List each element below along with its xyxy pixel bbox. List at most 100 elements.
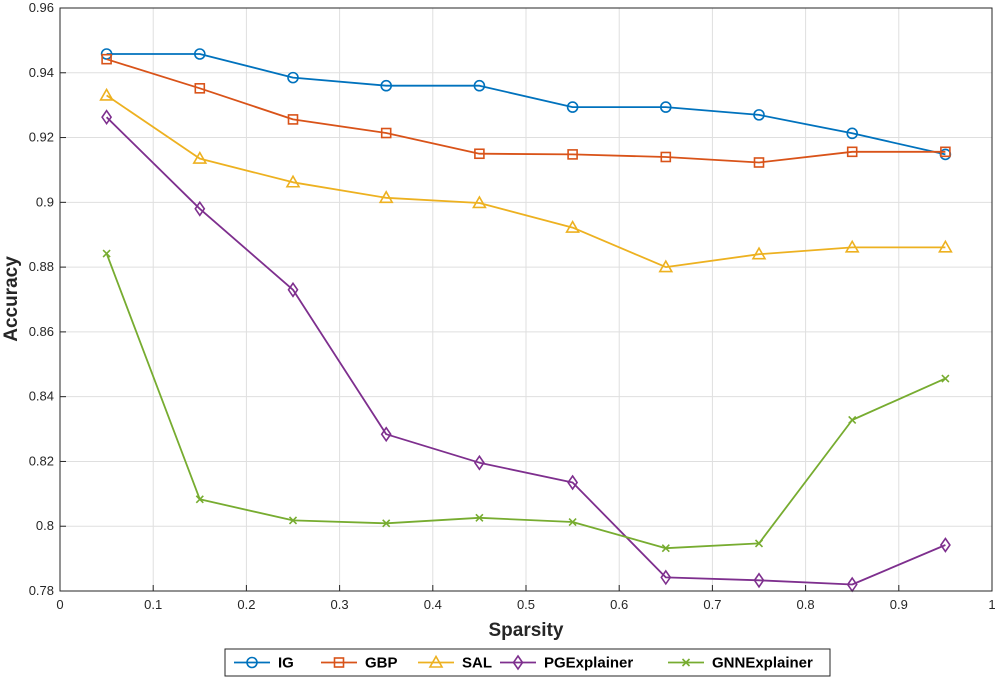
- series-line-pgexplainer: [105, 116, 946, 586]
- legend-marker-ig: [246, 656, 258, 669]
- data-point-ig: [287, 71, 299, 84]
- data-point-pgexplainer: [473, 454, 485, 471]
- data-point-pgexplainer: [194, 200, 206, 217]
- data-point-pgexplainer: [753, 572, 765, 589]
- data-point-ig: [473, 79, 486, 92]
- data-point-gbp: [194, 83, 206, 94]
- data-point-gbp: [287, 114, 299, 125]
- data-point-ig: [659, 101, 672, 113]
- series-line-ig: [106, 53, 946, 156]
- data-point-ig: [753, 109, 765, 121]
- x-axis-label: Sparsity: [489, 620, 564, 641]
- legend-marker-gbp: [333, 657, 345, 668]
- grid: [59, 7, 993, 592]
- data-point-gnnexplainer: [848, 415, 857, 425]
- data-point-gbp: [846, 146, 858, 158]
- legend-item-ig: IG: [234, 655, 294, 672]
- data-point-gbp: [660, 151, 672, 163]
- y-tick-label: 0.92: [29, 130, 54, 145]
- data-point-pgexplainer: [101, 109, 113, 126]
- data-point-gnnexplainer: [475, 513, 484, 522]
- series-sal: [99, 87, 953, 273]
- x-tick-label: 0.4: [424, 597, 442, 612]
- y-tick-label: 0.82: [29, 453, 54, 468]
- data-point-pgexplainer: [567, 474, 579, 491]
- data-point-gnnexplainer: [661, 544, 670, 553]
- data-point-sal: [844, 239, 860, 253]
- data-point-sal: [99, 87, 114, 101]
- data-point-sal: [472, 195, 487, 209]
- data-point-ig: [566, 101, 579, 113]
- legend-label-ig: IG: [278, 655, 294, 672]
- legend-label-gnnexplainer: GNNExplainer: [712, 655, 813, 672]
- data-point-sal: [938, 239, 953, 253]
- data-point-gbp: [474, 148, 485, 160]
- y-axis-label: Accuracy: [1, 256, 22, 342]
- data-point-sal: [658, 259, 674, 273]
- data-point-gnnexplainer: [102, 249, 111, 258]
- legend-item-sal: SAL: [418, 655, 492, 672]
- data-point-gnnexplainer: [382, 519, 391, 528]
- data-point-pgexplainer: [287, 281, 299, 298]
- plot-frame: [59, 7, 993, 592]
- data-point-pgexplainer: [660, 569, 672, 586]
- data-point-sal: [378, 190, 394, 204]
- x-tick-label: 0.5: [517, 597, 535, 612]
- x-tick-label: 0.2: [237, 597, 255, 612]
- legend-item-gnnexplainer: GNNExplainer: [668, 655, 813, 672]
- legend-item-pgexplainer: PGExplainer: [500, 655, 633, 672]
- data-point-ig: [194, 48, 206, 60]
- x-tick-label: 0.1: [144, 597, 162, 612]
- legend-label-pgexplainer: PGExplainer: [544, 655, 633, 672]
- y-tick-label: 0.9: [36, 194, 54, 209]
- series-gbp: [101, 53, 951, 168]
- y-tick-label: 0.8: [36, 518, 54, 533]
- legend-marker-gnnexplainer: [681, 658, 691, 667]
- series-line-sal: [106, 94, 946, 269]
- data-point-sal: [192, 150, 208, 164]
- data-point-gbp: [940, 146, 951, 158]
- data-point-gnnexplainer: [195, 495, 204, 504]
- y-tick-label: 0.86: [29, 324, 54, 339]
- series-group: [99, 48, 953, 593]
- y-tick-label: 0.84: [29, 389, 54, 404]
- legend: IG GBP SAL PGExplainer GNNExplainer: [224, 648, 831, 677]
- x-tick-labels: 0 0.1 0.2 0.3 0.4 0.5 0.6 0.7 0.8 0.9 1: [56, 597, 995, 612]
- legend-marker-sal: [428, 654, 444, 668]
- y-tick-label: 0.88: [29, 259, 54, 274]
- data-point-sal: [751, 246, 767, 260]
- data-point-sal: [285, 174, 301, 188]
- series-line-gbp: [106, 58, 946, 164]
- data-point-pgexplainer: [380, 426, 392, 443]
- series-ig: [100, 48, 952, 161]
- series-line-gnnexplainer: [105, 253, 946, 550]
- data-point-ig: [380, 79, 393, 92]
- series-gnnexplainer: [102, 249, 950, 553]
- series-pgexplainer: [101, 109, 951, 593]
- x-tick-label: 0.8: [797, 597, 815, 612]
- data-point-gbp: [101, 53, 112, 65]
- data-point-gbp: [753, 157, 765, 168]
- data-point-sal: [565, 219, 580, 233]
- data-point-gbp: [567, 149, 578, 160]
- x-tick-label: 0: [56, 597, 63, 612]
- data-point-gbp: [380, 127, 392, 139]
- data-point-gnnexplainer: [568, 517, 577, 527]
- legend-label-sal: SAL: [462, 655, 492, 672]
- legend-item-gbp: GBP: [321, 655, 398, 672]
- y-tick-label: 0.96: [29, 0, 54, 15]
- data-point-gnnexplainer: [754, 539, 764, 548]
- legend-label-gbp: GBP: [365, 655, 398, 672]
- data-point-pgexplainer: [939, 537, 951, 553]
- data-point-gnnexplainer: [288, 516, 298, 525]
- y-tick-labels: 0.78 0.8 0.82 0.84 0.86 0.88 0.9 0.92 0.94 0.96: [29, 0, 54, 598]
- data-point-ig: [846, 127, 859, 140]
- x-tick-label: 0.7: [703, 597, 721, 612]
- data-point-gnnexplainer: [941, 374, 950, 383]
- x-tick-label: 0.3: [331, 597, 349, 612]
- y-tick-label: 0.94: [29, 65, 54, 80]
- x-tick-label: 0.6: [610, 597, 628, 612]
- legend-marker-pgexplainer: [512, 654, 524, 671]
- y-tick-label: 0.78: [29, 583, 54, 598]
